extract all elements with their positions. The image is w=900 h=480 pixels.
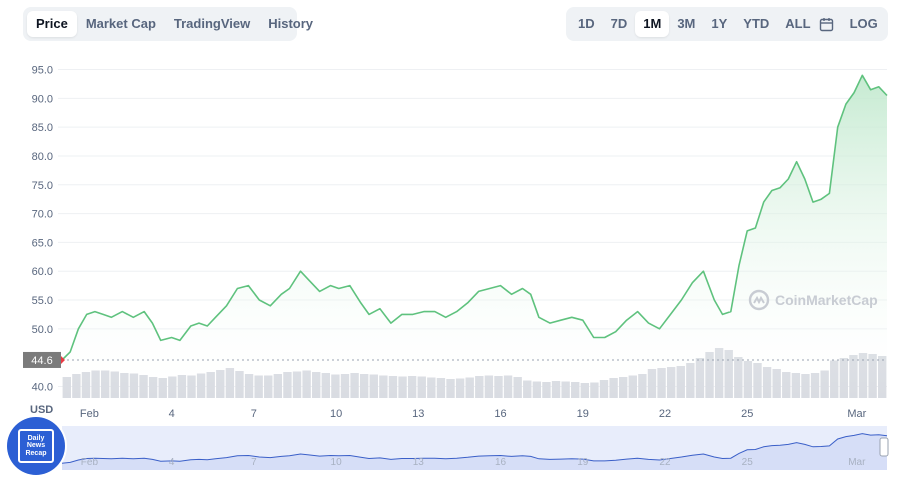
time-range-tabs: 1D 7D 1M 3M 1Y YTD ALL LOG (566, 7, 888, 41)
y-tick-label: 65.0 (32, 237, 53, 249)
x-tick-label: 16 (494, 408, 506, 420)
y-tick-label: 60.0 (32, 266, 53, 278)
navigator-area (62, 433, 887, 470)
range-1m[interactable]: 1M (635, 11, 670, 37)
navigator-line (61, 433, 888, 464)
x-tick-label: Feb (80, 408, 99, 420)
range-1y[interactable]: 1Y (711, 16, 728, 31)
range-7d[interactable]: 7D (610, 16, 628, 31)
calendar-icon[interactable] (819, 11, 834, 37)
y-tick-label: 70.0 (32, 209, 53, 221)
x-tick-label: 7 (251, 408, 257, 420)
navigator-tick-label: 16 (495, 457, 507, 468)
chart-type-tabs: Price Market Cap TradingView History (23, 7, 313, 41)
y-tick-label: 85.0 (32, 122, 53, 134)
y-tick-label: 55.0 (32, 295, 53, 307)
navigator-tick-label: 10 (331, 457, 343, 468)
price-area (62, 75, 887, 399)
navigator-tick-label: Feb (81, 457, 99, 468)
watermark: CoinMarketCap (748, 289, 878, 311)
y-tick-label: 50.0 (32, 324, 53, 336)
tab-tradingview[interactable]: TradingView (173, 16, 251, 31)
current-price-label: 44.6 (31, 355, 52, 367)
daily-news-recap-badge: Daily News Recap (7, 417, 65, 475)
x-tick-label: 4 (169, 408, 175, 420)
tab-market-cap[interactable]: Market Cap (85, 16, 156, 31)
navigator-tick-label: 7 (251, 457, 257, 468)
x-tick-label: Mar (847, 408, 866, 420)
x-tick-label: 13 (412, 408, 424, 420)
navigator-tick-label: 25 (742, 457, 754, 468)
film-frame-icon: Daily News Recap (18, 429, 54, 463)
current-price-marker (23, 351, 61, 368)
x-tick-label: 19 (577, 408, 589, 420)
range-1d[interactable]: 1D (578, 16, 595, 31)
x-tick-label: 10 (330, 408, 342, 420)
badge-line-3: Recap (25, 449, 47, 457)
navigator-handle[interactable] (879, 437, 889, 457)
x-tick-label: 25 (741, 408, 753, 420)
navigator-tick-label: 4 (169, 457, 175, 468)
coinmarketcap-logo-icon (748, 289, 770, 311)
y-tick-label: 75.0 (32, 180, 53, 192)
y-tick-label: 40.0 (32, 381, 53, 393)
badge-line-1: Daily (27, 434, 45, 442)
tab-history[interactable]: History (268, 16, 314, 31)
y-tick-label: 95.0 (32, 65, 53, 77)
log-scale-toggle[interactable]: LOG (849, 16, 878, 31)
navigator-tick-label: Mar (848, 457, 866, 468)
watermark-text: CoinMarketCap (775, 292, 878, 308)
y-tick-label: 90.0 (32, 93, 53, 105)
navigator-tick-label: 13 (413, 457, 425, 468)
y-tick-label: 80.0 (32, 151, 53, 163)
price-pointer (61, 355, 65, 364)
tab-price[interactable]: Price (27, 11, 77, 37)
navigator-tick-label: 22 (659, 457, 671, 468)
badge-line-2: News (26, 442, 46, 450)
currency-label: USD (30, 404, 54, 416)
range-ytd[interactable]: YTD (743, 16, 770, 31)
x-tick-label: 22 (659, 408, 671, 420)
range-3m[interactable]: 3M (677, 16, 696, 31)
range-all[interactable]: ALL (785, 16, 811, 31)
navigator-tick-label: 19 (577, 457, 589, 468)
price-line (61, 74, 888, 361)
